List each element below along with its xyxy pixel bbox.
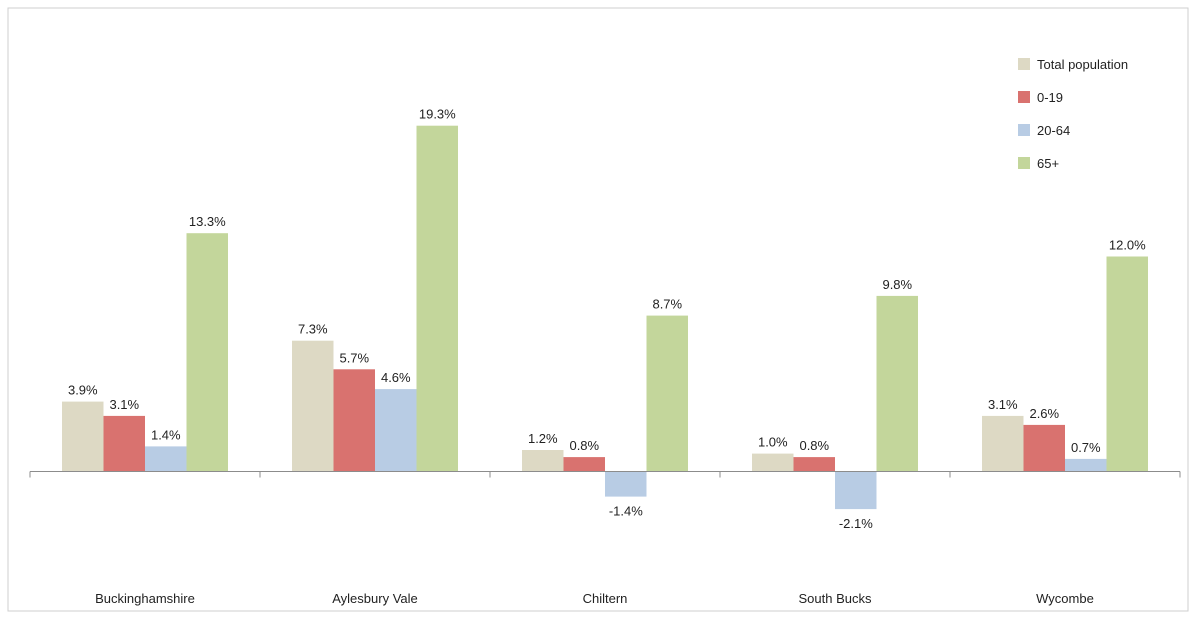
bar-chiltern-20-64 bbox=[605, 471, 647, 497]
data-label-buckinghamshire-65: 13.3% bbox=[189, 214, 226, 229]
data-label-chiltern-0-19: 0.8% bbox=[569, 438, 599, 453]
data-label-wycombe-total-population: 3.1% bbox=[988, 397, 1018, 412]
bar-aylesbury-vale-0-19 bbox=[333, 369, 375, 472]
legend-label-65: 65+ bbox=[1037, 156, 1059, 171]
category-label-wycombe: Wycombe bbox=[1036, 591, 1094, 606]
bar-aylesbury-vale-total-population bbox=[292, 340, 334, 472]
bar-south-bucks-0-19 bbox=[793, 457, 835, 472]
data-label-south-bucks-20-64: -2.1% bbox=[839, 516, 873, 531]
bar-south-bucks-total-population bbox=[752, 453, 794, 472]
data-label-wycombe-0-19: 2.6% bbox=[1029, 406, 1059, 421]
data-labels-layer: 3.9% 3.1% 1.4% 13.3% 7.3% 5.7% 4.6% 19.3% 1.2% 0.… bbox=[68, 107, 1146, 531]
bar-aylesbury-vale-20-64 bbox=[375, 389, 417, 472]
legend-label-20-64: 20-64 bbox=[1037, 123, 1070, 138]
legend-swatch-65 bbox=[1018, 157, 1030, 169]
bar-wycombe-20-64 bbox=[1065, 458, 1107, 472]
bar-wycombe-0-19 bbox=[1023, 424, 1065, 472]
data-label-buckinghamshire-total-population: 3.9% bbox=[68, 383, 98, 398]
bar-buckinghamshire-0-19 bbox=[103, 415, 145, 472]
bar-chiltern-0-19 bbox=[563, 457, 605, 472]
bar-wycombe-total-population bbox=[982, 415, 1024, 472]
data-label-south-bucks-total-population: 1.0% bbox=[758, 435, 788, 450]
legend-swatch-20-64 bbox=[1018, 124, 1030, 136]
bar-buckinghamshire-total-population bbox=[62, 401, 104, 472]
data-label-chiltern-65: 8.7% bbox=[652, 297, 682, 312]
data-label-buckinghamshire-0-19: 3.1% bbox=[109, 397, 139, 412]
data-label-aylesbury-vale-65: 19.3% bbox=[419, 107, 456, 122]
chart-frame bbox=[7, 7, 1189, 612]
bar-chiltern-65 bbox=[646, 315, 688, 472]
data-label-buckinghamshire-20-64: 1.4% bbox=[151, 427, 181, 442]
bar-buckinghamshire-65 bbox=[186, 233, 228, 472]
data-label-south-bucks-0-19: 0.8% bbox=[799, 438, 829, 453]
bar-aylesbury-vale-65 bbox=[416, 125, 458, 472]
bar-wycombe-65 bbox=[1106, 256, 1148, 472]
category-label-south-bucks: South Bucks bbox=[799, 591, 872, 606]
bar-buckinghamshire-20-64 bbox=[145, 446, 187, 472]
legend: Total population 0-19 20-64 65+ bbox=[1018, 57, 1128, 171]
category-label-chiltern: Chiltern bbox=[583, 591, 628, 606]
data-label-wycombe-65: 12.0% bbox=[1109, 238, 1146, 253]
bar-south-bucks-65 bbox=[876, 295, 918, 472]
data-label-aylesbury-vale-0-19: 5.7% bbox=[339, 350, 369, 365]
bars-layer bbox=[62, 125, 1148, 510]
legend-swatch-0-19 bbox=[1018, 91, 1030, 103]
data-label-wycombe-20-64: 0.7% bbox=[1071, 440, 1101, 455]
category-labels-layer: Buckinghamshire Aylesbury Vale Chiltern Sou… bbox=[95, 591, 1094, 606]
data-label-chiltern-20-64: -1.4% bbox=[609, 504, 643, 519]
data-label-south-bucks-65: 9.8% bbox=[882, 277, 912, 292]
legend-label-total-population: Total population bbox=[1037, 57, 1128, 72]
axis-layer bbox=[29, 471, 1181, 478]
legend-swatch-total-population bbox=[1018, 58, 1030, 70]
bar-chiltern-total-population bbox=[522, 450, 564, 472]
bar-south-bucks-20-64 bbox=[835, 471, 877, 510]
category-label-buckinghamshire: Buckinghamshire bbox=[95, 591, 195, 606]
data-label-aylesbury-vale-20-64: 4.6% bbox=[381, 370, 411, 385]
data-label-aylesbury-vale-total-population: 7.3% bbox=[298, 322, 328, 337]
data-label-chiltern-total-population: 1.2% bbox=[528, 431, 558, 446]
legend-label-0-19: 0-19 bbox=[1037, 90, 1063, 105]
category-label-aylesbury-vale: Aylesbury Vale bbox=[332, 591, 418, 606]
